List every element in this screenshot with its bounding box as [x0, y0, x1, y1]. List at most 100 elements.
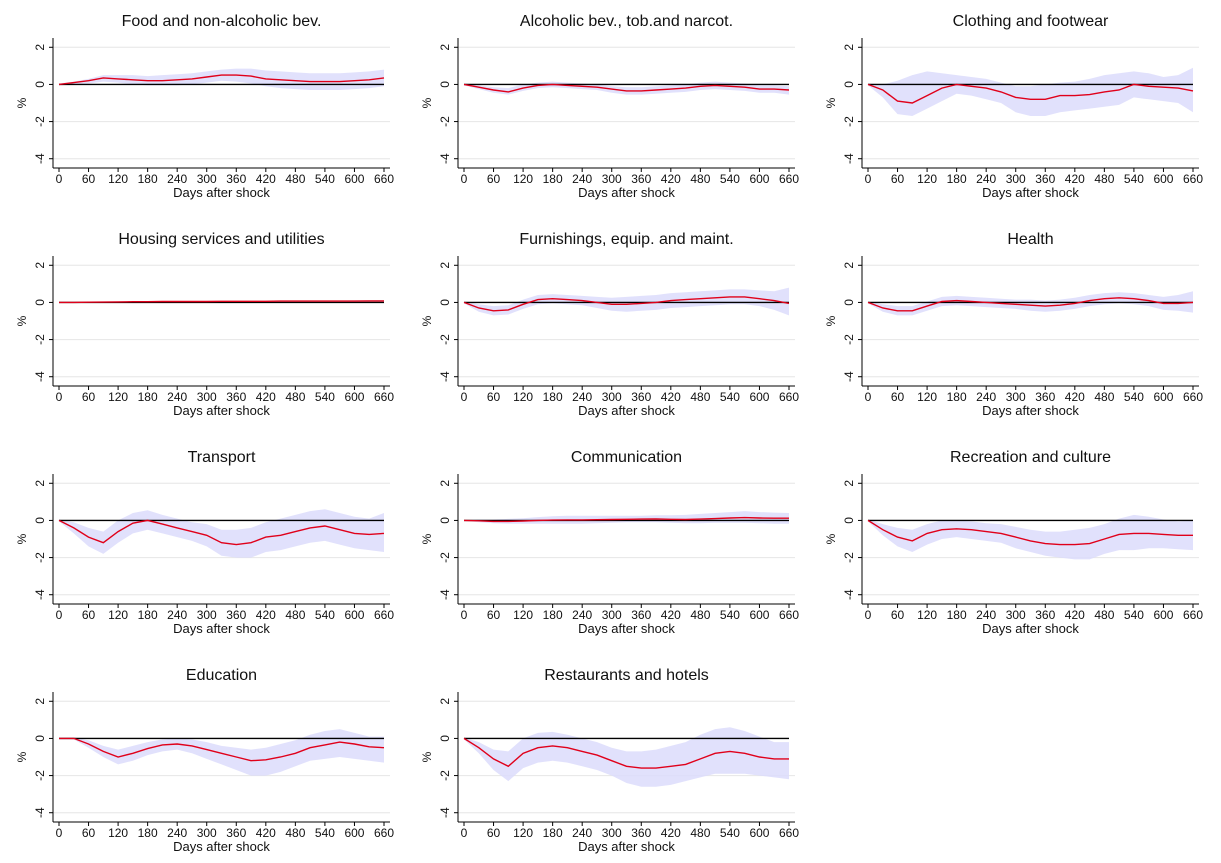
chart-panel: 0 60 120 180 240 300 360 420 480 540 600 660 2 0 -2 -4%… [15, 449, 394, 636]
x-tick-label: 0 [461, 390, 468, 404]
x-tick-label: 0 [56, 390, 63, 404]
y-axis-label: % [15, 315, 29, 326]
y-tick-label: 2 [438, 480, 452, 487]
x-tick-label: 660 [1183, 172, 1203, 186]
x-tick-label: 540 [315, 172, 335, 186]
y-tick-label: 2 [438, 44, 452, 51]
x-tick-label: 300 [602, 608, 622, 622]
y-tick-label: -2 [33, 116, 47, 127]
y-axis-label: % [824, 97, 838, 108]
y-axis-label: % [15, 533, 29, 544]
x-tick-label: 60 [891, 172, 905, 186]
x-tick-label: 0 [461, 608, 468, 622]
x-tick-label: 0 [865, 172, 872, 186]
x-tick-label: 660 [1183, 390, 1203, 404]
y-tick-label: -4 [33, 807, 47, 818]
x-tick-label: 420 [256, 390, 276, 404]
x-tick-label: 660 [374, 608, 394, 622]
x-tick-label: 360 [1035, 172, 1055, 186]
confidence-band [868, 67, 1193, 116]
x-axis-label: Days after shock [173, 621, 270, 636]
x-tick-label: 480 [690, 608, 710, 622]
chart-panel: 0 60 120 180 240 300 360 420 480 540 600 660 2 0 -2 -4%… [824, 231, 1203, 418]
x-tick-label: 60 [82, 390, 96, 404]
chart-panel: 0 60 120 180 240 300 360 420 480 540 600 660 2 0 -2 -4%… [15, 667, 394, 854]
x-tick-label: 600 [344, 172, 364, 186]
x-tick-label: 660 [779, 390, 799, 404]
x-tick-label: 480 [285, 172, 305, 186]
panel-title: Restaurants and hotels [544, 667, 709, 684]
confidence-band [868, 291, 1193, 316]
panel-title: Transport [188, 449, 256, 466]
x-tick-label: 300 [197, 390, 217, 404]
panel-title: Recreation and culture [950, 449, 1111, 466]
x-tick-label: 360 [226, 390, 246, 404]
x-tick-label: 600 [1153, 390, 1173, 404]
y-axis-label: % [15, 751, 29, 762]
x-tick-label: 600 [344, 608, 364, 622]
x-tick-label: 0 [461, 826, 468, 840]
y-tick-label: 0 [842, 299, 856, 306]
x-tick-label: 300 [1006, 608, 1026, 622]
panel-title: Housing services and utilities [118, 231, 324, 248]
y-axis-label: % [420, 751, 434, 762]
x-tick-label: 180 [543, 608, 563, 622]
x-tick-label: 0 [56, 608, 63, 622]
panel-title: Health [1007, 231, 1053, 248]
confidence-band [464, 727, 789, 787]
x-tick-label: 360 [226, 172, 246, 186]
confidence-band [464, 287, 789, 316]
x-tick-label: 120 [513, 172, 533, 186]
x-tick-label: 660 [374, 390, 394, 404]
x-tick-label: 540 [315, 390, 335, 404]
y-tick-label: -2 [438, 334, 452, 345]
x-tick-label: 420 [661, 608, 681, 622]
x-axis-label: Days after shock [982, 403, 1079, 418]
confidence-band [59, 729, 384, 776]
y-tick-label: 2 [33, 698, 47, 705]
x-tick-label: 120 [513, 390, 533, 404]
x-tick-label: 300 [602, 826, 622, 840]
response-line [463, 737, 789, 769]
x-tick-label: 180 [543, 172, 563, 186]
x-axis-label: Days after shock [578, 403, 675, 418]
x-tick-label: 660 [779, 172, 799, 186]
x-tick-label: 120 [108, 608, 128, 622]
y-tick-label: -4 [438, 589, 452, 600]
chart-panel: 0 60 120 180 240 300 360 420 480 540 600 660 2 0 -2 -4%… [824, 13, 1203, 200]
x-tick-label: 300 [602, 390, 622, 404]
y-axis-label: % [420, 533, 434, 544]
confidence-band [59, 68, 384, 90]
x-tick-label: 120 [108, 172, 128, 186]
x-tick-label: 300 [1006, 172, 1026, 186]
y-tick-label: 2 [842, 480, 856, 487]
x-tick-label: 0 [865, 390, 872, 404]
panel-title: Communication [571, 449, 682, 466]
x-tick-label: 240 [976, 608, 996, 622]
x-tick-label: 600 [344, 826, 364, 840]
y-axis-label: % [824, 315, 838, 326]
x-tick-label: 360 [1035, 390, 1055, 404]
x-tick-label: 660 [374, 826, 394, 840]
y-tick-label: 0 [438, 517, 452, 524]
x-tick-label: 600 [749, 390, 769, 404]
x-tick-label: 60 [487, 826, 501, 840]
panel-title: Food and non-alcoholic bev. [122, 13, 322, 30]
y-tick-label: -2 [33, 334, 47, 345]
response-line [59, 737, 385, 762]
x-tick-label: 180 [947, 608, 967, 622]
x-tick-label: 540 [720, 826, 740, 840]
x-tick-label: 180 [138, 172, 158, 186]
x-tick-label: 120 [108, 826, 128, 840]
x-tick-label: 420 [256, 608, 276, 622]
x-tick-label: 660 [779, 608, 799, 622]
y-tick-label: 0 [438, 735, 452, 742]
x-tick-label: 540 [720, 390, 740, 404]
response-line [463, 296, 790, 312]
x-tick-label: 600 [1153, 608, 1173, 622]
x-tick-label: 660 [1183, 608, 1203, 622]
x-tick-label: 540 [1124, 608, 1144, 622]
chart-panel: 0 60 120 180 240 300 360 420 480 540 600 660 2 0 -2 -4%… [15, 231, 394, 418]
x-tick-label: 360 [631, 826, 651, 840]
x-tick-label: 0 [865, 608, 872, 622]
